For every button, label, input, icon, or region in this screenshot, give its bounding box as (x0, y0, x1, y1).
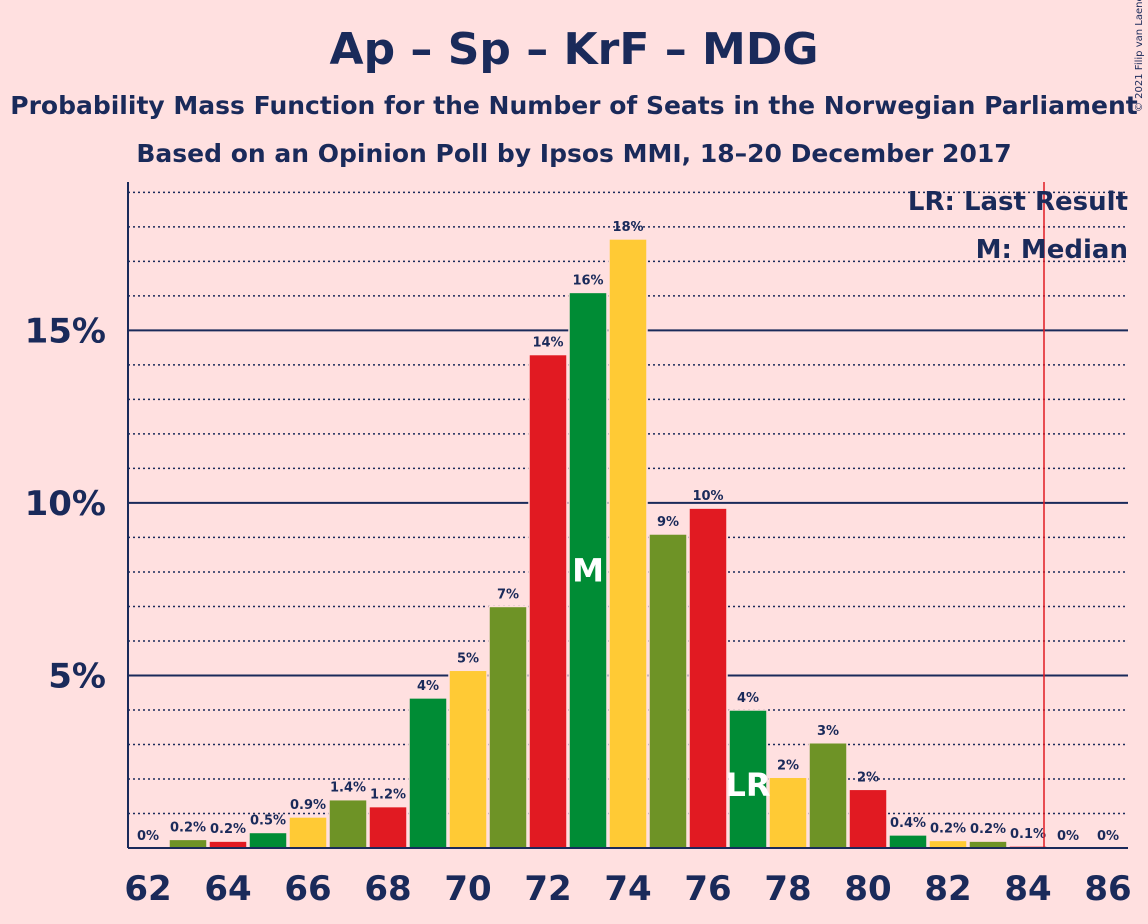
bar-67 (328, 798, 368, 849)
bar-label-63: 0.2% (170, 820, 206, 835)
legend-last-result: LR: Last Result (908, 187, 1128, 217)
x-tick-label: 78 (764, 869, 811, 909)
bar-label-76: 10% (692, 489, 723, 504)
bar-label-72: 14% (532, 336, 563, 351)
bar-64 (208, 840, 248, 849)
bar-label-84: 0.1% (1010, 827, 1046, 842)
last-result-mark: LR (725, 766, 770, 804)
x-tick-label: 68 (364, 869, 411, 909)
bar-77 (728, 709, 768, 849)
bar-label-79: 3% (817, 724, 839, 739)
bar-63 (168, 838, 208, 849)
bar-73 (568, 291, 608, 849)
y-tick-label: 5% (48, 656, 106, 696)
x-tick-label: 86 (1084, 869, 1131, 909)
bar-83 (968, 840, 1008, 849)
bar-label-81: 0.4% (890, 816, 926, 831)
bar-72 (528, 353, 568, 849)
bar-68 (368, 805, 408, 849)
data-labels: 0% 0.2% 0.2% 0.5% 0.9% 1.4% 1.2% 4% 5% 7% 14% 16% 18… (137, 220, 1119, 844)
bar-label-67: 1.4% (330, 781, 366, 796)
median-mark: M (572, 551, 604, 589)
bar-label-86: 0% (1097, 829, 1119, 844)
x-tick-label: 72 (524, 869, 571, 909)
bar-label-77: 4% (737, 691, 759, 706)
bar-82 (928, 839, 968, 849)
bar-label-65: 0.5% (250, 813, 286, 828)
bar-label-62: 0% (137, 829, 159, 844)
x-tick-label: 74 (604, 869, 651, 909)
x-tick-label: 76 (684, 869, 731, 909)
legend-median: M: Median (976, 235, 1128, 265)
chart-subtitle-2: Based on an Opinion Poll by Ipsos MMI, 1… (136, 139, 1011, 168)
x-tick-label: 80 (844, 869, 891, 909)
bar-label-80: 2% (857, 770, 879, 785)
bar-label-82: 0.2% (930, 821, 966, 836)
x-tick-label: 64 (204, 869, 251, 909)
x-tick-label: 62 (124, 869, 171, 909)
bar-75 (648, 533, 688, 849)
bar-80 (848, 788, 888, 849)
bar-69 (408, 697, 448, 849)
x-tick-label: 82 (924, 869, 971, 909)
x-tick-label: 84 (1004, 869, 1051, 909)
bar-78 (768, 776, 808, 849)
bar-label-78: 2% (777, 758, 799, 773)
bar-66 (288, 816, 328, 849)
bar-71 (488, 605, 528, 849)
x-tick-label: 66 (284, 869, 331, 909)
y-tick-label: 10% (25, 484, 106, 524)
bar-79 (808, 742, 848, 849)
bar-label-73: 16% (572, 273, 603, 288)
bar-label-83: 0.2% (970, 822, 1006, 837)
bar-74 (608, 238, 648, 849)
bar-label-85: 0% (1057, 829, 1079, 844)
bar-81 (888, 834, 928, 849)
bar-65 (248, 831, 288, 849)
bar-label-74: 18% (612, 220, 643, 235)
axes: 5% 10% 15% 62 64 66 68 70 72 74 76 78 80 82 84 86 (25, 182, 1132, 909)
chart-title: Ap – Sp – KrF – MDG (330, 24, 819, 75)
bar-label-68: 1.2% (370, 788, 406, 803)
bars (168, 238, 1048, 849)
bar-label-70: 5% (457, 651, 479, 666)
x-tick-label: 70 (444, 869, 491, 909)
bar-label-75: 9% (657, 515, 679, 530)
bar-label-69: 4% (417, 679, 439, 694)
bar-76 (688, 507, 728, 849)
copyright-notice: © 2021 Filip van Laenen (1134, 0, 1145, 112)
bar-label-71: 7% (497, 587, 519, 602)
bar-70 (448, 669, 488, 849)
bar-marks: M LR (572, 551, 770, 804)
bar-label-66: 0.9% (290, 798, 326, 813)
y-tick-label: 15% (25, 311, 106, 351)
bar-label-64: 0.2% (210, 822, 246, 837)
chart-subtitle: Probability Mass Function for the Number… (10, 91, 1138, 120)
